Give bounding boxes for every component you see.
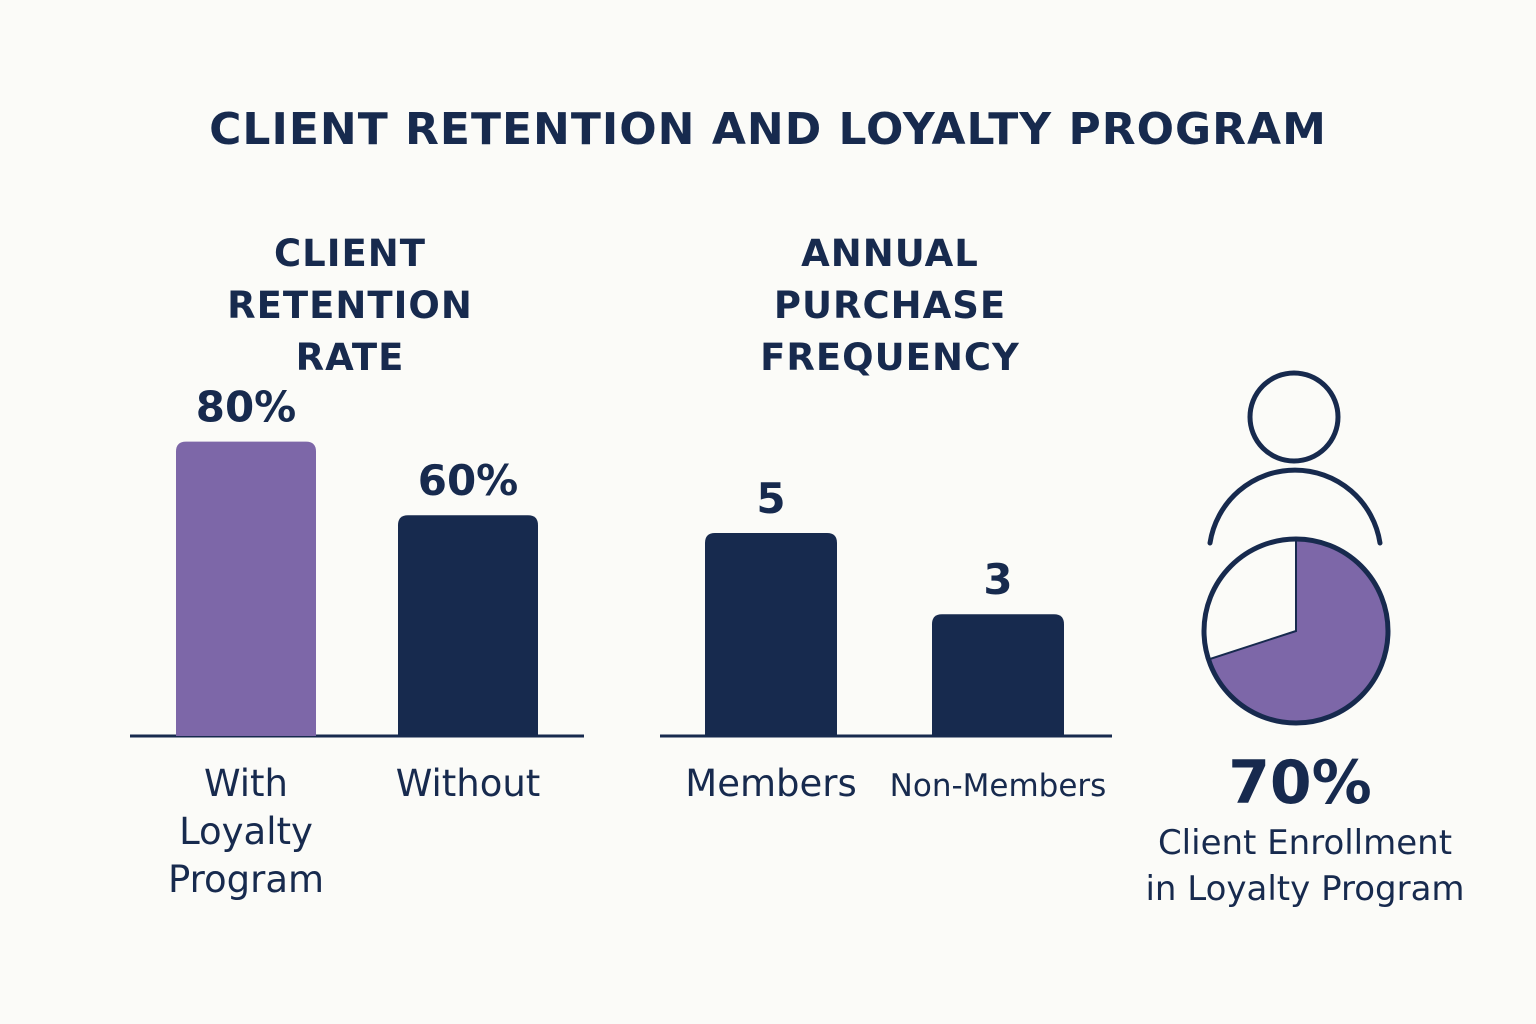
frequency-bar-2 — [932, 614, 1064, 736]
person-head-icon — [1247, 370, 1341, 464]
frequency-chart-title: ANNUAL PURCHASE FREQUENCY — [680, 228, 1100, 384]
frequency-value-label-1: 5 — [756, 474, 785, 523]
pie-outline — [1201, 536, 1391, 726]
pie-slice-1 — [1208, 539, 1389, 724]
retention-category-label-1-1: With — [204, 762, 288, 805]
frequency-category-label-2-1: Non-Members — [890, 768, 1107, 804]
retention-title-line-2: RATE — [295, 336, 405, 379]
person-shoulders-icon — [1207, 467, 1383, 546]
enrollment-label-line-2: in Loyalty Program — [1145, 869, 1465, 909]
retention-title-line-1: CLIENT RETENTION — [227, 232, 473, 327]
enrollment-value: 70% — [1228, 748, 1372, 818]
retention-category-label-1-3: Program — [168, 858, 324, 901]
page-title: CLIENT RETENTION AND LOYALTY PROGRAM — [209, 104, 1327, 155]
enrollment-label-line-1: Client Enrollment — [1157, 823, 1453, 863]
frequency-title-line-2: FREQUENCY — [760, 336, 1020, 379]
retention-value-label-2: 60% — [418, 456, 519, 505]
retention-category-label-2-1: Without — [396, 762, 541, 805]
frequency-value-label-2: 3 — [983, 555, 1012, 604]
retention-chart-title: CLIENT RETENTION RATE — [150, 228, 550, 384]
retention-value-label-1: 80% — [196, 383, 297, 432]
frequency-bar-1 — [705, 533, 837, 736]
frequency-category-label-1-1: Members — [685, 762, 856, 805]
retention-category-label-1-2: Loyalty — [179, 810, 313, 853]
retention-bar-1 — [176, 441, 316, 736]
frequency-title-line-1: ANNUAL PURCHASE — [773, 232, 1007, 327]
enrollment-label: Client Enrollment in Loyalty Program — [1120, 820, 1490, 912]
retention-bar-2 — [398, 515, 538, 736]
